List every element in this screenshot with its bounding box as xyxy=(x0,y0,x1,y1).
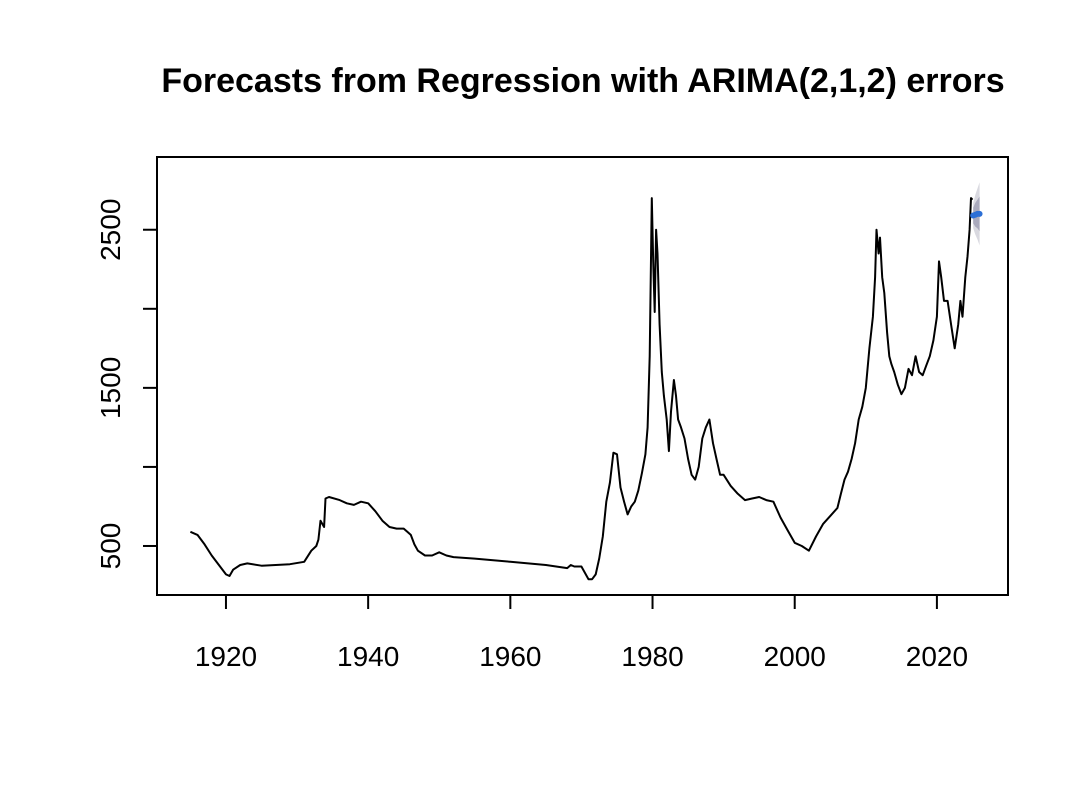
forecast-point xyxy=(976,210,983,217)
x-tick-label: 1980 xyxy=(621,641,683,672)
y-axis: 500 1500 2500 xyxy=(95,199,158,570)
x-tick-label: 2000 xyxy=(764,641,826,672)
y-tick-label: 500 xyxy=(95,523,126,570)
y-tick-label: 1500 xyxy=(95,357,126,419)
x-tick-label: 2020 xyxy=(906,641,968,672)
history-series-line xyxy=(189,197,974,581)
plot-frame xyxy=(156,156,1009,596)
x-axis: 1920 1940 1960 1980 2000 2020 xyxy=(195,594,968,672)
x-tick-label: 1940 xyxy=(337,641,399,672)
x-tick-label: 1960 xyxy=(479,641,541,672)
chart-title: Forecasts from Regression with ARIMA(2,1… xyxy=(161,62,1004,100)
y-tick-label: 2500 xyxy=(95,199,126,261)
plot-area xyxy=(189,182,983,581)
x-tick-label: 1920 xyxy=(195,641,257,672)
